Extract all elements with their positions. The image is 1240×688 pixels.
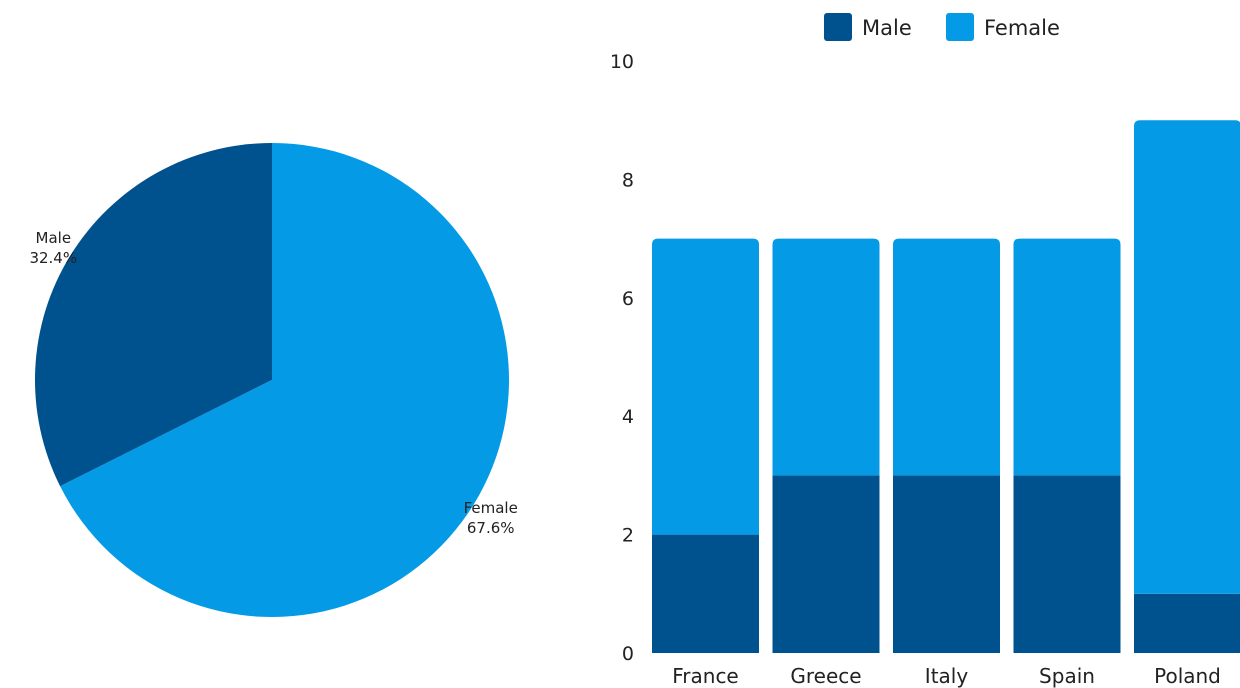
bar-spain-male bbox=[1013, 475, 1121, 653]
pie-chart: Male 32.4% Female 67.6% bbox=[29, 143, 518, 617]
x-tick-poland: Poland bbox=[1154, 664, 1221, 688]
bar-poland-male bbox=[1134, 593, 1240, 653]
bar-greece-male bbox=[772, 475, 880, 653]
legend-label-female: Female bbox=[984, 16, 1060, 40]
pie-slice-male bbox=[35, 143, 273, 487]
bar-spain-female bbox=[1013, 238, 1121, 476]
y-tick-0: 0 bbox=[622, 643, 634, 665]
pie-value-male: 32.4% bbox=[29, 249, 77, 267]
y-tick-10: 10 bbox=[610, 51, 634, 73]
pie-value-female: 67.6% bbox=[467, 519, 515, 537]
pie-slice-female bbox=[60, 143, 510, 617]
x-tick-spain: Spain bbox=[1039, 664, 1095, 688]
bar-greece-female bbox=[772, 238, 880, 476]
x-tick-italy: Italy bbox=[925, 664, 969, 688]
y-tick-8: 8 bbox=[622, 169, 634, 191]
bar-france-female bbox=[652, 238, 759, 535]
y-tick-4: 4 bbox=[622, 406, 634, 428]
y-tick-2: 2 bbox=[622, 525, 634, 547]
x-tick-france: France bbox=[672, 664, 739, 688]
legend-swatch-female bbox=[946, 13, 974, 41]
legend-label-male: Male bbox=[862, 16, 912, 40]
bar-france-male bbox=[652, 534, 759, 653]
bar-poland-female bbox=[1134, 120, 1240, 594]
x-tick-greece: Greece bbox=[790, 664, 861, 688]
pie-label-male: Male bbox=[36, 229, 72, 247]
bar-italy-female bbox=[893, 238, 1000, 476]
y-tick-6: 6 bbox=[622, 288, 634, 310]
bar-italy-male bbox=[893, 475, 1000, 653]
pie-label-female: Female bbox=[464, 499, 518, 517]
legend-swatch-male bbox=[824, 13, 852, 41]
stacked-bar-chart: 0 2 4 6 8 10 France Greece Italy Spain Poland Male F… bbox=[610, 13, 1240, 688]
